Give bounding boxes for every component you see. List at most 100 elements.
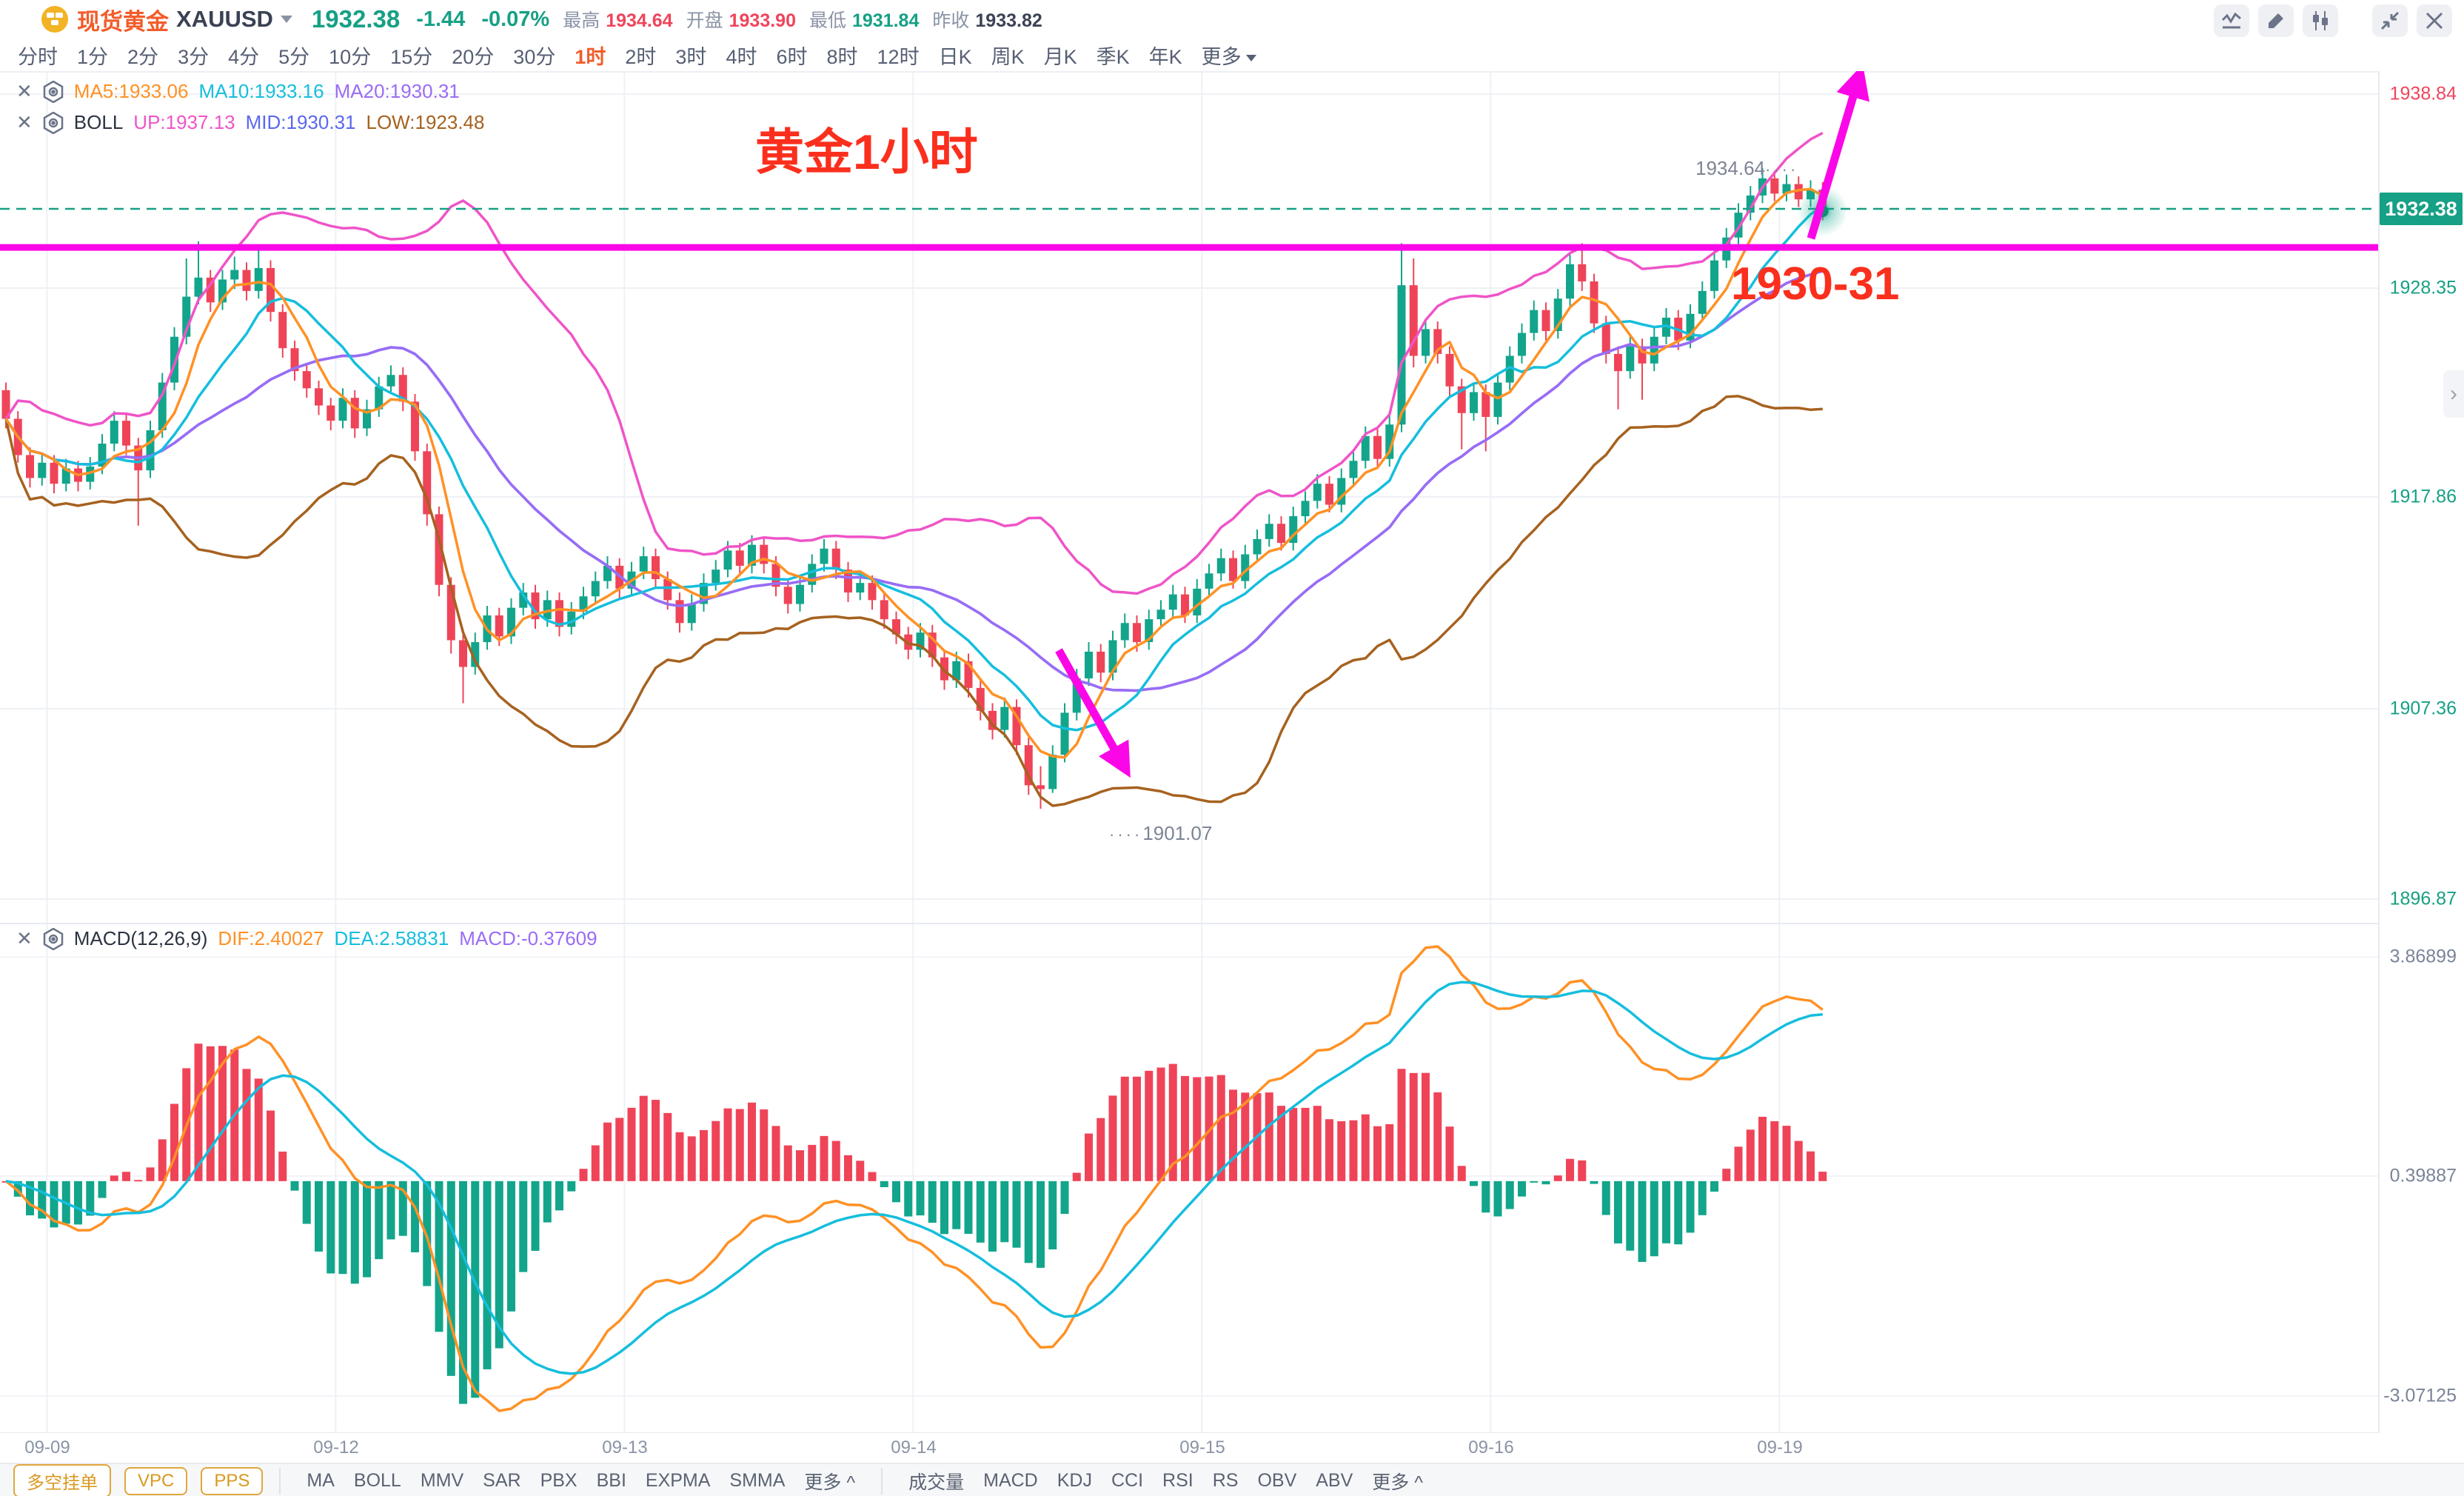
timeframe-tab[interactable]: 6时 [776, 45, 808, 68]
chevron-down-icon [1245, 54, 1256, 61]
price-change-pct: -0.07% [481, 7, 550, 31]
timeframe-tab[interactable]: 4分 [228, 45, 260, 68]
bottom-toolbar: 多空挂单 VPC PPS MA BOLL MMV SAR PBX BBI EXP… [0, 1463, 2464, 1496]
date-label: 09-19 [1757, 1437, 1803, 1457]
stat-open: 开盘 1933.90 [686, 10, 796, 31]
main-indicator-item[interactable]: BOLL [353, 1470, 401, 1491]
date-label: 09-09 [24, 1437, 70, 1457]
timeframe-tab[interactable]: 3时 [675, 45, 707, 68]
main-indicator-item[interactable]: SMMA [729, 1470, 786, 1491]
boll-mid-value: MID:1930.31 [245, 111, 356, 133]
timeframe-tab[interactable]: 30分 [513, 45, 556, 68]
sub-indicator-item[interactable]: ABV [1316, 1470, 1353, 1491]
price-axis-label: 1907.36 [2389, 698, 2457, 719]
symbol-name: 现货黄金 [77, 8, 169, 35]
timeframe-tab-more[interactable]: 更多 [1202, 41, 1256, 70]
sub-indicator-more[interactable]: 更多 ^ [1372, 1472, 1423, 1493]
price-change: -1.44 [416, 7, 466, 31]
boll-low-value: LOW:1923.48 [366, 111, 485, 133]
timeframe-tabbar: 分时 1分 2分 3分 4分 5分 10分 15分 20分 30分 1时 2时 … [0, 39, 2464, 73]
timeframe-tab[interactable]: 日K [938, 45, 972, 68]
main-indicator-item[interactable]: SAR [483, 1470, 521, 1491]
price-axis-label: 1938.84 [2389, 83, 2457, 104]
low-price-note: ····1901.07 [1109, 822, 1213, 844]
timeframe-tab[interactable]: 15分 [390, 45, 433, 68]
draw-pencil-icon[interactable] [2258, 4, 2294, 37]
ma20-value: MA20:1930.31 [334, 80, 460, 102]
header-tools-gap [2347, 4, 2363, 37]
side-panel-expand-chevron[interactable]: › [2443, 370, 2464, 418]
gear-icon[interactable] [43, 80, 64, 103]
candlestick-icon[interactable] [2303, 4, 2338, 37]
boll-legend: ✕ BOLL UP:1937.13 MID:1930.31 LOW:1923.4… [16, 111, 484, 134]
timeframe-tab[interactable]: 10分 [329, 45, 372, 68]
sub-indicator-item[interactable]: RSI [1162, 1470, 1194, 1491]
timeframe-tab[interactable]: 年K [1148, 45, 1182, 68]
annotation-title: 黄金1小时 [755, 124, 978, 179]
annotation-support-level: 1930-31 [1731, 258, 1900, 310]
timeframe-tab[interactable]: 1分 [77, 45, 109, 68]
price-axis-label: 1928.35 [2389, 277, 2457, 298]
header-bar: 现货黄金 XAUUSD 1932.38 -1.44 -0.07% 最高 1934.… [0, 0, 2464, 39]
chart-canvas[interactable] [0, 71, 2378, 1433]
price-axis-column [2378, 71, 2464, 1433]
timeframe-tab[interactable]: 季K [1096, 45, 1130, 68]
header-tools [2214, 4, 2452, 37]
pps-button[interactable]: PPS [201, 1466, 264, 1495]
stat-high: 最高 1934.64 [563, 10, 673, 31]
macd-axis-label: 3.86899 [2389, 946, 2457, 967]
timeframe-tab[interactable]: 3分 [178, 45, 210, 68]
timeframe-tab[interactable]: 2时 [625, 45, 657, 68]
timeframe-tab[interactable]: 月K [1043, 45, 1077, 68]
close-icon[interactable] [2417, 4, 2452, 37]
toolbar-divider [279, 1467, 281, 1495]
date-label: 09-12 [313, 1437, 359, 1457]
close-icon[interactable]: ✕ [16, 80, 33, 102]
gold-coin-icon [41, 6, 68, 33]
date-label: 09-16 [1468, 1437, 1514, 1457]
sub-indicator-item[interactable]: KDJ [1057, 1470, 1092, 1491]
collapse-icon[interactable] [2372, 4, 2408, 37]
sub-indicator-item[interactable]: RS [1212, 1470, 1239, 1491]
timeframe-tab[interactable]: 4时 [726, 45, 757, 68]
vpc-button[interactable]: VPC [124, 1466, 188, 1495]
boll-up-value: UP:1937.13 [133, 111, 235, 133]
date-label: 09-15 [1179, 1437, 1225, 1457]
timeframe-tab[interactable]: 12时 [877, 45, 920, 68]
macd-legend: ✕ MACD(12,26,9) DIF:2.40027 DEA:2.58831 … [16, 927, 597, 950]
current-price-badge: 1932.38 [2380, 193, 2463, 225]
main-indicator-item[interactable]: MA [307, 1470, 335, 1491]
timeframe-tab[interactable]: 20分 [452, 45, 495, 68]
boll-title: BOLL [73, 111, 124, 133]
sub-indicator-item[interactable]: 成交量 [908, 1472, 965, 1493]
close-icon[interactable]: ✕ [16, 927, 33, 949]
sub-indicator-item[interactable]: MACD [983, 1470, 1038, 1491]
timeframe-tab[interactable]: 分时 [18, 45, 58, 68]
date-label: 09-14 [891, 1437, 937, 1457]
main-indicator-item[interactable]: PBX [540, 1470, 578, 1491]
line-chart-icon[interactable] [2214, 4, 2249, 37]
timeframe-tab[interactable]: 5分 [278, 45, 310, 68]
stat-prev-close: 昨收 1933.82 [932, 10, 1042, 31]
sub-indicator-item[interactable]: OBV [1257, 1470, 1297, 1491]
macd-axis-label: -3.07125 [2383, 1385, 2457, 1406]
macd-title: MACD(12,26,9) [73, 927, 208, 949]
price-axis-label: 1917.86 [2389, 486, 2457, 507]
main-indicator-item[interactable]: MMV [420, 1470, 464, 1491]
long-short-orders-button[interactable]: 多空挂单 [13, 1464, 111, 1496]
main-indicator-item[interactable]: EXPMA [645, 1470, 711, 1491]
timeframe-tab[interactable]: 周K [991, 45, 1025, 68]
sub-indicator-item[interactable]: CCI [1111, 1470, 1144, 1491]
symbol-dropdown-caret-icon[interactable] [280, 16, 292, 23]
close-icon[interactable]: ✕ [16, 111, 33, 133]
date-label: 09-13 [602, 1437, 648, 1457]
timeframe-tab-active-1h[interactable]: 1时 [575, 45, 606, 68]
gear-icon[interactable] [43, 111, 64, 134]
timeframe-tab[interactable]: 8时 [826, 45, 858, 68]
ma5-value: MA5:1933.06 [73, 80, 189, 102]
main-indicator-more[interactable]: 更多 ^ [804, 1472, 856, 1493]
timeframe-tab[interactable]: 2分 [127, 45, 159, 68]
main-indicator-item[interactable]: BBI [596, 1470, 626, 1491]
gear-icon[interactable] [43, 927, 64, 950]
last-price: 1932.38 [311, 5, 401, 33]
